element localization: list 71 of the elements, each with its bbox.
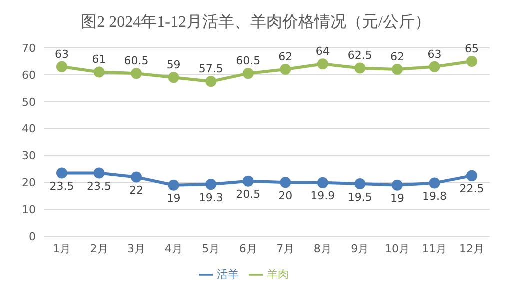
- x-tick-label: 4月: [164, 242, 183, 256]
- data-label: 19.9: [310, 190, 336, 203]
- y-tick-label: 50: [22, 96, 36, 109]
- chart-title: 图2 2024年1-12月活羊、羊肉价格情况（元/公斤）: [80, 12, 432, 33]
- data-label: 62.5: [348, 49, 372, 62]
- data-label: 23.5: [50, 180, 74, 194]
- point: [94, 168, 105, 179]
- data-label: 62: [278, 50, 293, 64]
- point: [392, 64, 403, 76]
- x-tick-label: 7月: [276, 242, 295, 256]
- point: [94, 66, 105, 78]
- data-label: 60.5: [236, 54, 261, 68]
- data-label: 60.5: [124, 54, 149, 68]
- data-label: 63: [55, 48, 69, 61]
- y-tick-label: 30: [22, 150, 36, 163]
- point: [280, 177, 292, 188]
- data-label: 62: [390, 50, 404, 64]
- legend-label: 羊肉: [267, 268, 289, 281]
- point: [168, 180, 180, 191]
- point: [56, 168, 68, 179]
- data-label: 22: [130, 184, 144, 198]
- data-label: 57.5: [198, 62, 224, 76]
- x-tick-label: 9月: [351, 242, 370, 256]
- data-label: 19.3: [198, 191, 224, 204]
- x-tick-label: 8月: [314, 242, 332, 256]
- point: [206, 76, 217, 88]
- x-tick-label: 11月: [422, 242, 448, 256]
- x-tick-label: 5月: [202, 242, 220, 256]
- point: [429, 61, 440, 72]
- x-tick-label: 1月: [53, 242, 71, 256]
- point: [354, 62, 366, 74]
- point: [317, 177, 328, 188]
- point: [242, 68, 254, 80]
- point: [354, 178, 366, 190]
- point: [56, 61, 68, 72]
- data-label: 63: [428, 48, 442, 61]
- x-tick-label: 10月: [384, 242, 410, 256]
- y-tick-label: 70: [22, 42, 36, 55]
- point: [280, 64, 292, 76]
- y-tick-label: 20: [22, 176, 36, 190]
- y-tick-label: 0: [29, 230, 36, 244]
- y-tick-label: 60: [22, 68, 36, 82]
- data-label: 23.5: [87, 180, 112, 194]
- point: [466, 170, 478, 182]
- legend-label: 活羊: [217, 268, 239, 281]
- data-label: 64: [316, 45, 330, 58]
- data-label: 59: [166, 58, 181, 72]
- x-tick-label: 2月: [90, 242, 108, 256]
- point: [392, 180, 403, 191]
- x-tick-label: 12月: [460, 242, 484, 256]
- point: [242, 176, 254, 187]
- point: [466, 56, 478, 67]
- data-label: 19.5: [348, 190, 372, 204]
- point: [168, 72, 180, 84]
- y-tick-label: 10: [22, 204, 36, 217]
- data-label: 19: [166, 192, 181, 206]
- data-label: 61: [92, 53, 106, 66]
- data-label: 19: [390, 192, 404, 206]
- data-label: 65: [465, 42, 479, 56]
- point: [206, 179, 217, 190]
- point: [317, 58, 328, 70]
- data-label: 20.5: [236, 188, 261, 202]
- data-label: 20: [278, 189, 293, 202]
- x-tick-label: 3月: [128, 242, 146, 256]
- point: [429, 178, 440, 189]
- data-label: 19.8: [422, 190, 447, 204]
- data-label: 22.5: [460, 182, 484, 196]
- point: [131, 68, 142, 80]
- x-tick-label: 6月: [239, 242, 258, 256]
- y-tick-label: 40: [22, 122, 36, 136]
- point: [131, 172, 142, 183]
